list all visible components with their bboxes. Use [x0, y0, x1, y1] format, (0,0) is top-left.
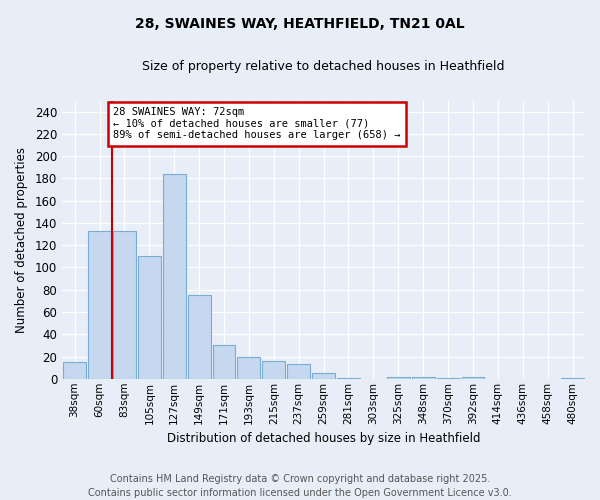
- Bar: [238, 356, 260, 379]
- Bar: [287, 364, 310, 379]
- Bar: [461, 376, 484, 379]
- Bar: [113, 231, 136, 379]
- Bar: [561, 378, 584, 379]
- X-axis label: Distribution of detached houses by size in Heathfield: Distribution of detached houses by size …: [167, 432, 481, 445]
- Bar: [138, 256, 161, 379]
- Text: Contains HM Land Registry data © Crown copyright and database right 2025.
Contai: Contains HM Land Registry data © Crown c…: [88, 474, 512, 498]
- Text: 28 SWAINES WAY: 72sqm
← 10% of detached houses are smaller (77)
89% of semi-deta: 28 SWAINES WAY: 72sqm ← 10% of detached …: [113, 107, 401, 140]
- Bar: [188, 296, 211, 379]
- Bar: [312, 373, 335, 379]
- Bar: [412, 376, 434, 379]
- Bar: [88, 231, 111, 379]
- Bar: [262, 361, 285, 379]
- Bar: [387, 376, 410, 379]
- Bar: [437, 378, 460, 379]
- Text: 28, SWAINES WAY, HEATHFIELD, TN21 0AL: 28, SWAINES WAY, HEATHFIELD, TN21 0AL: [135, 18, 465, 32]
- Bar: [212, 346, 235, 379]
- Bar: [63, 362, 86, 379]
- Bar: [163, 174, 185, 379]
- Title: Size of property relative to detached houses in Heathfield: Size of property relative to detached ho…: [142, 60, 505, 73]
- Y-axis label: Number of detached properties: Number of detached properties: [15, 146, 28, 332]
- Bar: [337, 378, 360, 379]
